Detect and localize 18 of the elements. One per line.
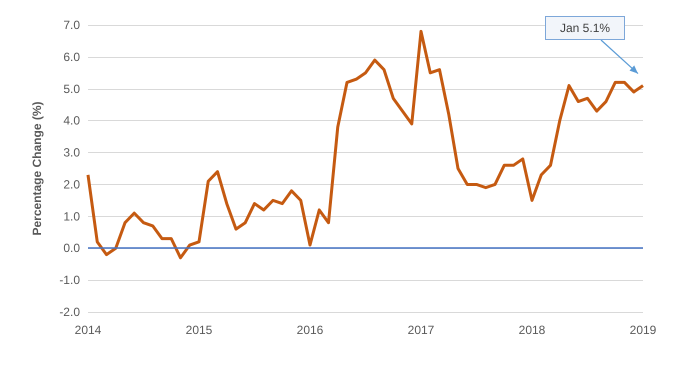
y-tick-label: 4.0 [63,114,80,128]
y-tick-label: 5.0 [63,82,80,96]
y-tick-label: 0.0 [63,241,80,256]
y-tick-label: 7.0 [63,18,80,32]
y-tick-label: 1.0 [63,209,80,224]
x-tick-label: 2017 [408,323,435,337]
annotation: Jan 5.1% [545,16,626,40]
y-tick-label: 3.0 [63,146,80,160]
y-tick-label: -1.0 [59,273,80,288]
x-tick-label: 2014 [74,323,102,337]
x-tick-label: 2015 [186,323,213,337]
x-tick-label: 2018 [518,323,546,337]
y-tick-label: 2.0 [63,177,80,192]
x-tick-label: 2019 [630,323,657,337]
y-tick-label: 6.0 [63,50,80,64]
x-tick-label: 2016 [296,323,324,337]
y-axis-title: Percentage Change (%) [30,101,44,236]
y-tick-label: -2.0 [59,305,80,319]
